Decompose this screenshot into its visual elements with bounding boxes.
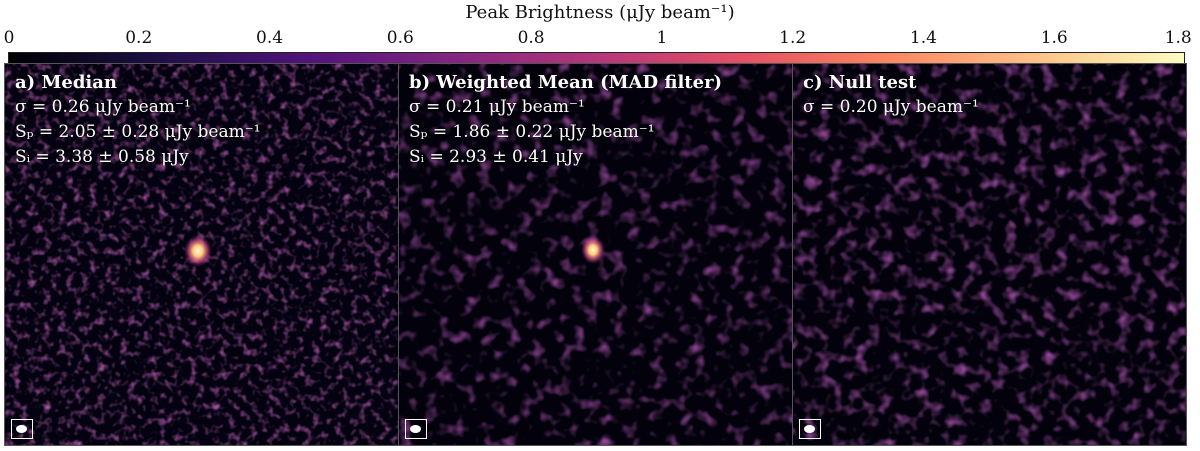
panel-median: a) Median σ = 0.26 μJy beam⁻¹ Sₚ = 2.05 … xyxy=(4,63,399,446)
colorbar-tick-label: 0 xyxy=(3,28,15,48)
colorbar-tick-label: 0.6 xyxy=(386,28,414,48)
null-test-image xyxy=(793,64,1186,445)
weighted-mean-sigma: σ = 0.21 μJy beam⁻¹ xyxy=(409,97,585,117)
median-sigma: σ = 0.26 μJy beam⁻¹ xyxy=(15,97,191,117)
weighted-mean-stack-image xyxy=(399,64,792,445)
median-stack-image xyxy=(5,64,398,445)
beam-ellipse-icon xyxy=(799,419,821,439)
colorbar-ticks: 0 0.2 0.4 0.6 0.8 1 1.2 1.4 1.6 1.8 xyxy=(0,28,1200,52)
weighted-mean-peak-flux: Sₚ = 1.86 ± 0.22 μJy beam⁻¹ xyxy=(409,122,655,142)
colorbar-tick-label: 1.4 xyxy=(909,28,937,48)
beam-ellipse-icon xyxy=(405,419,427,439)
median-peak-flux: Sₚ = 2.05 ± 0.28 μJy beam⁻¹ xyxy=(15,122,261,142)
colorbar-tick-label: 0.4 xyxy=(256,28,284,48)
weighted-mean-annotation: b) Weighted Mean (MAD filter) σ = 0.21 μ… xyxy=(409,70,722,170)
weighted-mean-panel-title: b) Weighted Mean (MAD filter) xyxy=(409,72,723,93)
colorbar xyxy=(8,52,1185,64)
weighted-mean-integrated-flux: Sᵢ = 2.93 ± 0.41 μJy xyxy=(409,147,583,167)
colorbar-tick-label: 1.8 xyxy=(1164,28,1192,48)
colorbar-tick-label: 1.2 xyxy=(779,28,807,48)
null-test-panel-title: c) Null test xyxy=(803,72,917,93)
beam-ellipse-icon xyxy=(11,419,33,439)
panel-null-test: c) Null test σ = 0.20 μJy beam⁻¹ xyxy=(792,63,1187,446)
colorbar-tick-label: 1.6 xyxy=(1040,28,1068,48)
colorbar-tick-label: 1 xyxy=(656,28,668,48)
median-annotation: a) Median σ = 0.26 μJy beam⁻¹ Sₚ = 2.05 … xyxy=(15,70,261,170)
panel-weighted-mean: b) Weighted Mean (MAD filter) σ = 0.21 μ… xyxy=(398,63,793,446)
null-test-annotation: c) Null test σ = 0.20 μJy beam⁻¹ xyxy=(803,70,979,120)
null-test-sigma: σ = 0.20 μJy beam⁻¹ xyxy=(803,97,979,117)
median-integrated-flux: Sᵢ = 3.38 ± 0.58 μJy xyxy=(15,147,189,167)
colorbar-tick-label: 0.8 xyxy=(517,28,545,48)
colorbar-tick-label: 0.2 xyxy=(125,28,153,48)
colorbar-title: Peak Brightness (μJy beam⁻¹) xyxy=(465,2,735,23)
median-panel-title: a) Median xyxy=(15,72,117,93)
